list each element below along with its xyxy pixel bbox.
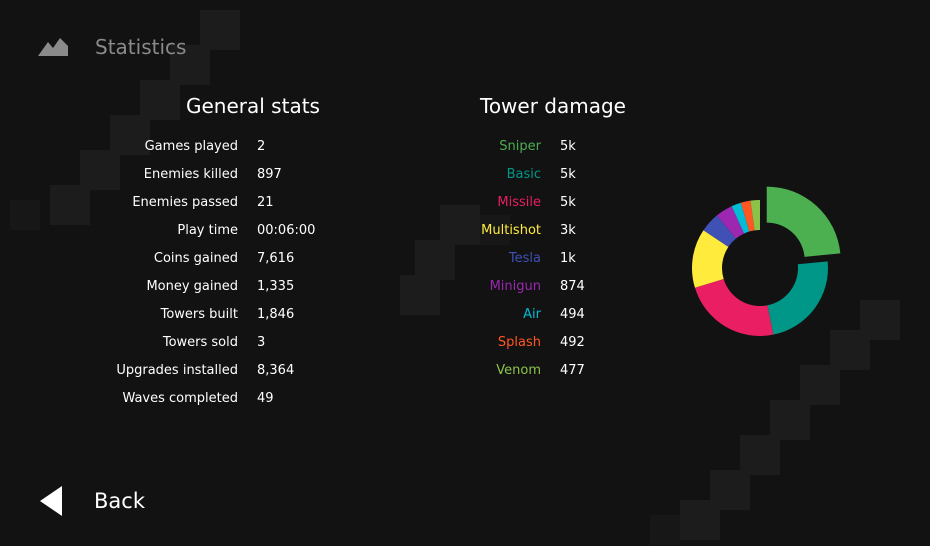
tower-damage-donut-chart [692, 186, 841, 336]
tower-damage-row: Minigun 874 [0, 279, 620, 299]
tower-damage-value: 5k [560, 195, 576, 210]
tower-name: Missile [497, 195, 541, 210]
stat-value: 897 [257, 167, 282, 182]
tower-name: Tesla [508, 251, 541, 266]
stat-value: 2 [257, 139, 266, 154]
tower-damage-value: 1k [560, 251, 576, 266]
header: Statistics [38, 30, 186, 64]
tower-name: Sniper [499, 139, 541, 154]
tower-damage-row: Missile 5k [0, 195, 620, 215]
back-button[interactable]: Back [40, 486, 145, 516]
donut-slice-missile [694, 279, 774, 336]
general-stat-row: Upgrades installed 8,364 [0, 363, 330, 383]
tower-damage-row: Venom 477 [0, 363, 620, 383]
tower-damage-row: Splash 492 [0, 335, 620, 355]
general-stat-row: Play time 00:06:00 [0, 223, 330, 243]
stat-label: Enemies passed [132, 195, 238, 210]
donut-slice-air [731, 202, 750, 234]
general-stat-row: Towers built 1,846 [0, 307, 330, 327]
general-stat-row: Money gained 1,335 [0, 279, 330, 299]
tower-name: Basic [506, 167, 541, 182]
stat-value: 1,335 [257, 279, 295, 294]
tower-damage-row: Basic 5k [0, 167, 620, 187]
stat-value: 21 [257, 195, 274, 210]
donut-slice-basic [767, 261, 828, 335]
tower-damage-value: 3k [560, 223, 576, 238]
stat-value: 1,846 [257, 307, 295, 322]
tower-damage-row: Tesla 1k [0, 251, 620, 271]
mountain-icon [38, 38, 68, 56]
general-stats-title: General stats [186, 94, 320, 118]
tower-damage-row: Sniper 5k [0, 139, 620, 159]
tower-name: Minigun [489, 279, 541, 294]
general-stat-row: Games played 2 [0, 139, 330, 159]
tower-name: Splash [497, 335, 541, 350]
stat-value: 00:06:00 [257, 223, 316, 238]
donut-slice-minigun [716, 206, 745, 239]
stat-value: 49 [257, 391, 274, 406]
tower-damage-value: 492 [560, 335, 585, 350]
donut-slice-splash [740, 200, 755, 232]
tower-damage-value: 5k [560, 139, 576, 154]
stat-label: Enemies killed [143, 167, 238, 182]
general-stat-row: Enemies passed 21 [0, 195, 330, 215]
tower-damage-value: 477 [560, 363, 585, 378]
back-label: Back [94, 489, 145, 513]
stat-value: 7,616 [257, 251, 295, 266]
tower-name: Multishot [481, 223, 541, 238]
tower-damage-value: 5k [560, 167, 576, 182]
stat-label: Towers built [160, 307, 238, 322]
general-stat-row: Towers sold 3 [0, 335, 330, 355]
tower-name: Air [523, 307, 541, 322]
tower-damage-value: 494 [560, 307, 585, 322]
tower-damage-row: Multishot 3k [0, 223, 620, 243]
stat-value: 8,364 [257, 363, 295, 378]
back-arrow-icon [40, 486, 62, 516]
tower-damage-title: Tower damage [480, 94, 626, 118]
general-stat-row: Enemies killed 897 [0, 167, 330, 187]
tower-damage-row: Air 494 [0, 307, 620, 327]
tower-name: Venom [496, 363, 541, 378]
page-title: Statistics [95, 35, 187, 59]
stat-label: Waves completed [122, 391, 238, 406]
donut-slice-multishot [692, 230, 729, 288]
stat-label: Play time [177, 223, 238, 238]
stat-label: Money gained [146, 279, 238, 294]
tower-damage-value: 874 [560, 279, 585, 294]
donut-slice-venom [750, 200, 760, 231]
stat-label: Coins gained [153, 251, 238, 266]
general-stat-row: Coins gained 7,616 [0, 251, 330, 271]
donut-slice-sniper [766, 186, 841, 257]
general-stat-row: Waves completed 49 [0, 391, 330, 411]
stat-label: Upgrades installed [116, 363, 238, 378]
stat-value: 3 [257, 335, 266, 350]
stat-label: Towers sold [162, 335, 238, 350]
stat-label: Games played [144, 139, 238, 154]
donut-slice-tesla [703, 215, 736, 247]
